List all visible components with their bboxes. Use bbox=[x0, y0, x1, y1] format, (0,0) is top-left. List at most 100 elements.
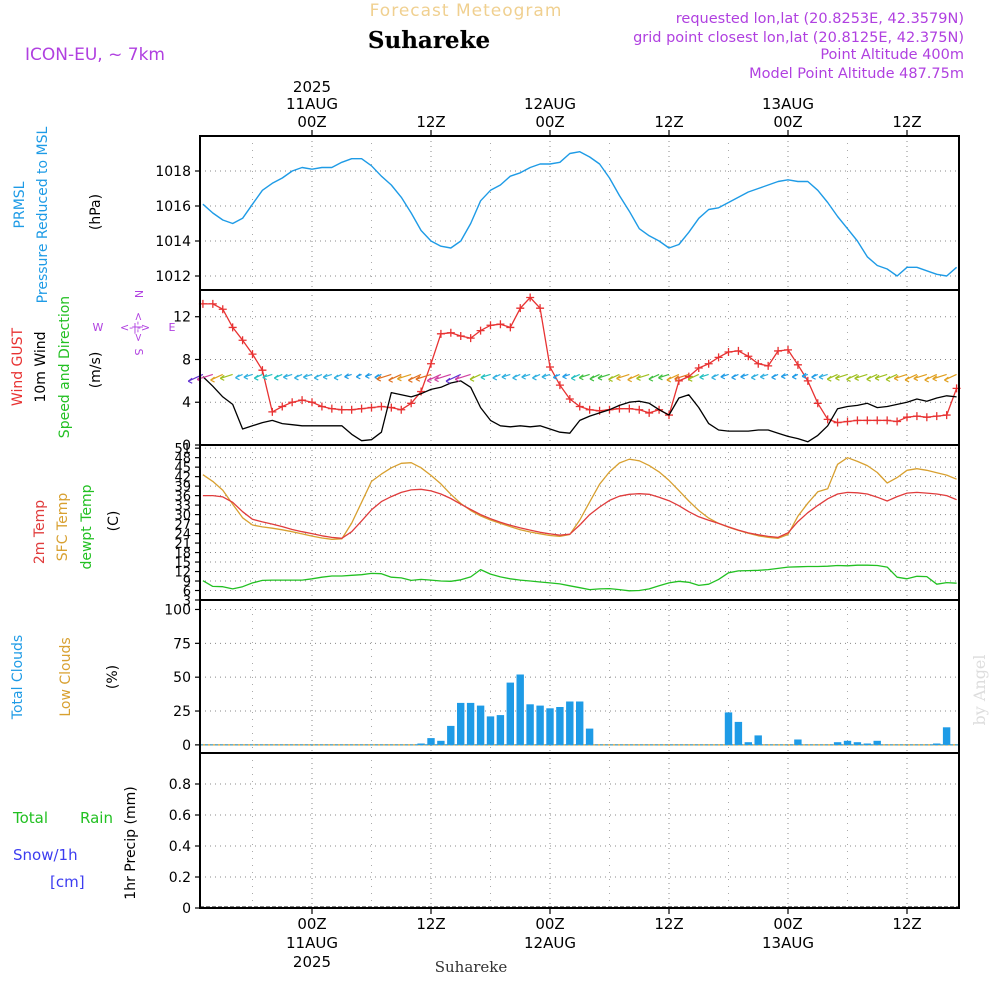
t2m-series-line bbox=[202, 488, 957, 539]
wind-direction-arrowhead bbox=[648, 375, 654, 382]
wind-gust-point bbox=[565, 395, 574, 404]
dewpt-label: dewpt Temp bbox=[79, 484, 95, 569]
wind-gust-point bbox=[536, 304, 545, 313]
wind-direction-arrowhead bbox=[408, 376, 413, 383]
wind-direction-arrowhead bbox=[699, 373, 705, 380]
wind-direction-arrowhead bbox=[846, 375, 851, 382]
total-clouds-bar bbox=[476, 705, 485, 745]
temp-ytick-label: 15 bbox=[174, 556, 191, 571]
wind-gust-point bbox=[635, 405, 644, 414]
wind-gust-point bbox=[912, 412, 921, 421]
credit-watermark: by Angel bbox=[970, 654, 989, 725]
pressure-ytick-label: 1018 bbox=[155, 164, 191, 180]
wind-direction-arrowhead bbox=[333, 374, 339, 381]
wind-gust-point bbox=[407, 399, 416, 408]
wind-direction-arrowhead bbox=[597, 374, 603, 381]
wind-direction-arrowhead bbox=[364, 372, 370, 379]
wind-direction-arrowhead bbox=[636, 374, 641, 381]
wind-direction-arrowhead bbox=[801, 372, 807, 379]
total-clouds-bar bbox=[556, 707, 564, 745]
wind-direction-arrowhead bbox=[826, 375, 832, 382]
compass-w: W bbox=[93, 321, 104, 334]
total-clouds-bar bbox=[437, 740, 445, 745]
wind-direction-arrowhead bbox=[750, 374, 756, 381]
rain-label: Rain bbox=[80, 809, 113, 827]
wind-gust-point bbox=[704, 359, 713, 368]
wind-gust-point bbox=[625, 404, 634, 413]
total-clouds-bar bbox=[417, 743, 425, 745]
wind-direction-arrowhead bbox=[492, 374, 498, 381]
wind-gust-point bbox=[744, 352, 753, 361]
wind-direction-arrowhead bbox=[355, 373, 361, 380]
wind-direction-arrow bbox=[913, 373, 928, 380]
wind-gust-point bbox=[803, 376, 812, 385]
temp-ytick-label: 33 bbox=[174, 499, 191, 514]
point-altitude: Point Altitude 400m bbox=[820, 47, 964, 63]
total-clouds-bar bbox=[496, 715, 505, 745]
axis-layer: 1012101410161018048123691215182124273033… bbox=[155, 78, 960, 971]
wind-10m-series-line bbox=[202, 376, 957, 443]
wind-direction-arrowhead bbox=[731, 374, 736, 381]
total-clouds-bar bbox=[566, 701, 574, 745]
clouds-ytick-label: 50 bbox=[173, 670, 191, 686]
location-title: Suhareke bbox=[368, 27, 490, 54]
total-clouds-bar bbox=[576, 701, 584, 745]
wind-direction-arrowhead bbox=[521, 373, 527, 380]
total-clouds-bar bbox=[427, 738, 435, 745]
wind-direction-arrow bbox=[434, 373, 452, 381]
compass-arrows-h: <-|-> bbox=[120, 321, 150, 334]
wind-direction-arrowhead bbox=[866, 375, 872, 382]
temp-ytick-label: 21 bbox=[174, 537, 191, 552]
clouds-ytick-label: 25 bbox=[173, 704, 191, 720]
total-clouds-bar bbox=[516, 674, 524, 745]
wind-direction-arrowhead bbox=[589, 375, 595, 382]
wind-direction-arrowhead bbox=[303, 373, 308, 380]
temp-ytick-label: 42 bbox=[174, 471, 191, 486]
wind-direction-arrowhead bbox=[608, 375, 613, 382]
wind-gust-point bbox=[774, 346, 783, 355]
wind-gust-point bbox=[724, 348, 733, 356]
top-hour-label: 12Z bbox=[654, 113, 683, 131]
pressure-frame bbox=[199, 135, 960, 291]
wind-direction-arrowhead bbox=[893, 375, 899, 382]
cloud-labels: Total Clouds Low Clouds (%) bbox=[10, 635, 121, 720]
wind-direction-arrowhead bbox=[818, 373, 824, 380]
wind-direction-arrowhead bbox=[944, 376, 949, 383]
total-clouds-bar bbox=[457, 702, 465, 745]
wind-gust-point bbox=[714, 353, 723, 362]
wind-direction-arrowhead bbox=[552, 374, 558, 381]
wind-direction-arrow bbox=[597, 373, 610, 379]
pressure-unit: (hPa) bbox=[88, 194, 104, 230]
footer-location: Suhareke bbox=[435, 958, 508, 976]
wind-direction-arrowhead bbox=[913, 375, 919, 382]
wind-ytick-label: 12 bbox=[173, 310, 191, 326]
temp-ytick-label: 51 bbox=[174, 442, 191, 457]
precip-unit: 1hr Precip (mm) bbox=[123, 786, 139, 899]
top-hour-label: 00Z bbox=[535, 113, 564, 131]
wind-gust-point bbox=[506, 323, 515, 332]
precip-ytick-label: 0.6 bbox=[169, 808, 191, 824]
wind-direction-arrowhead bbox=[570, 374, 576, 381]
wind-direction-arrowhead bbox=[874, 374, 880, 381]
bottom-hour-label: 12Z bbox=[654, 915, 683, 933]
wind-direction-arrowhead bbox=[322, 373, 328, 380]
wind-direction-arrowhead bbox=[426, 377, 432, 384]
wind-direction-arrowhead bbox=[711, 374, 716, 381]
wind-direction-arrowhead bbox=[294, 374, 299, 381]
data-layer bbox=[187, 150, 961, 908]
wind-direction-arrowhead bbox=[532, 374, 537, 381]
wind-gust-point bbox=[317, 402, 326, 411]
wind-direction-arrow bbox=[636, 373, 650, 380]
compass-arrows-v: <-|-> bbox=[132, 312, 145, 342]
wind-direction-arrowhead bbox=[740, 373, 746, 380]
snow-cm-label: [cm] bbox=[50, 873, 85, 891]
pressure-labels: PRMSL Pressure Reduced to MSL (hPa) bbox=[12, 126, 104, 303]
wind-gust-point bbox=[288, 398, 297, 407]
wind-direction-arrowhead bbox=[388, 376, 394, 383]
temp-ytick-label: 6 bbox=[183, 585, 191, 600]
wind-direction-arrowhead bbox=[480, 374, 486, 381]
wind-gust-point bbox=[387, 403, 396, 412]
wind-direction-arrowhead bbox=[469, 375, 475, 382]
wind-direction-arrowhead bbox=[811, 373, 816, 380]
wind-gust-point bbox=[575, 402, 584, 411]
